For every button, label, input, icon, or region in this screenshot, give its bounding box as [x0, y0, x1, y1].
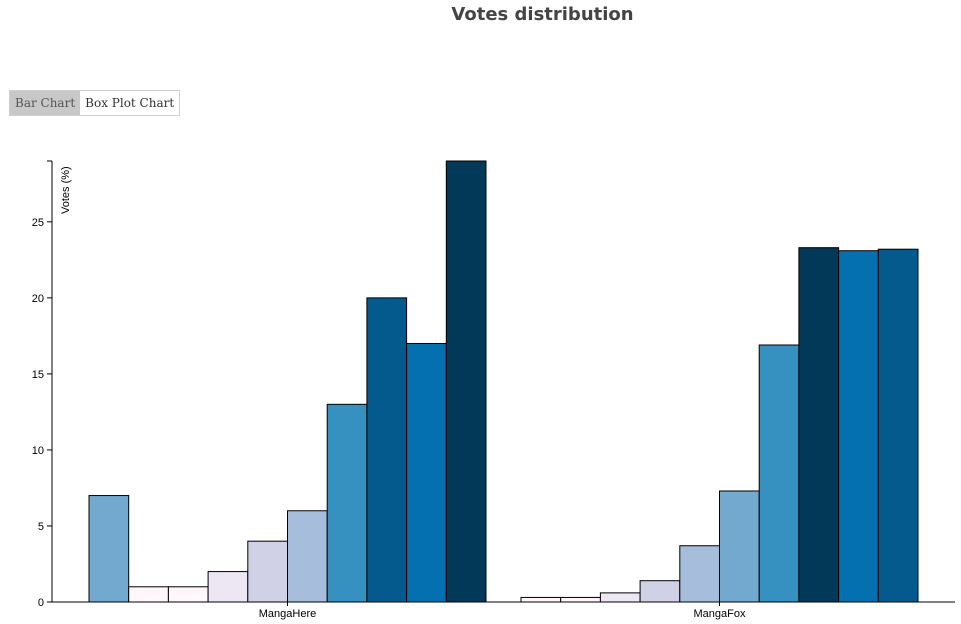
bar-mangafox — [758, 344, 800, 603]
y-axis-title: Votes (%) — [60, 166, 72, 214]
bars — [88, 160, 919, 603]
bar-mangahere — [88, 495, 130, 603]
bar-mangahere — [207, 571, 249, 603]
y-tick-label: 10 — [32, 445, 44, 457]
x-tick-label: MangaFox — [694, 608, 746, 620]
bar-mangahere — [167, 586, 209, 603]
y-tick-label: 5 — [38, 521, 44, 533]
bar-mangafox — [560, 596, 601, 603]
bar-mangahere — [287, 510, 328, 603]
bar-mangahere — [326, 403, 368, 603]
y-tick-label: 0 — [38, 597, 44, 609]
x-tick-label: MangaHere — [259, 608, 316, 620]
tab-box-plot-chart[interactable]: Box Plot Chart — [80, 91, 180, 115]
y-tick-label: 25 — [32, 217, 44, 229]
bar-mangahere — [366, 297, 408, 603]
y-axis: 0 5 10 15 20 25 — [32, 160, 53, 609]
chart-type-tabs: Bar Chart Box Plot Chart — [9, 90, 181, 116]
bar-mangafox — [639, 580, 681, 603]
bar-mangafox — [798, 247, 840, 603]
page-title: Votes distribution — [451, 4, 634, 25]
bar-mangafox — [719, 490, 760, 603]
bar-mangahere — [247, 540, 289, 603]
tab-bar-chart[interactable]: Bar Chart — [10, 91, 81, 115]
bar-mangafox — [838, 250, 879, 603]
bar-mangafox — [599, 592, 641, 603]
y-tick-label: 15 — [32, 369, 44, 381]
bar-mangahere — [445, 160, 487, 603]
bar-mangafox — [520, 596, 562, 603]
bar-mangahere — [406, 342, 447, 603]
bar-mangafox — [679, 545, 720, 603]
y-tick-label: 20 — [32, 293, 44, 305]
x-axis: MangaHere MangaFox — [52, 601, 955, 620]
bar-mangafox — [877, 248, 919, 603]
bar-mangahere — [128, 586, 169, 603]
